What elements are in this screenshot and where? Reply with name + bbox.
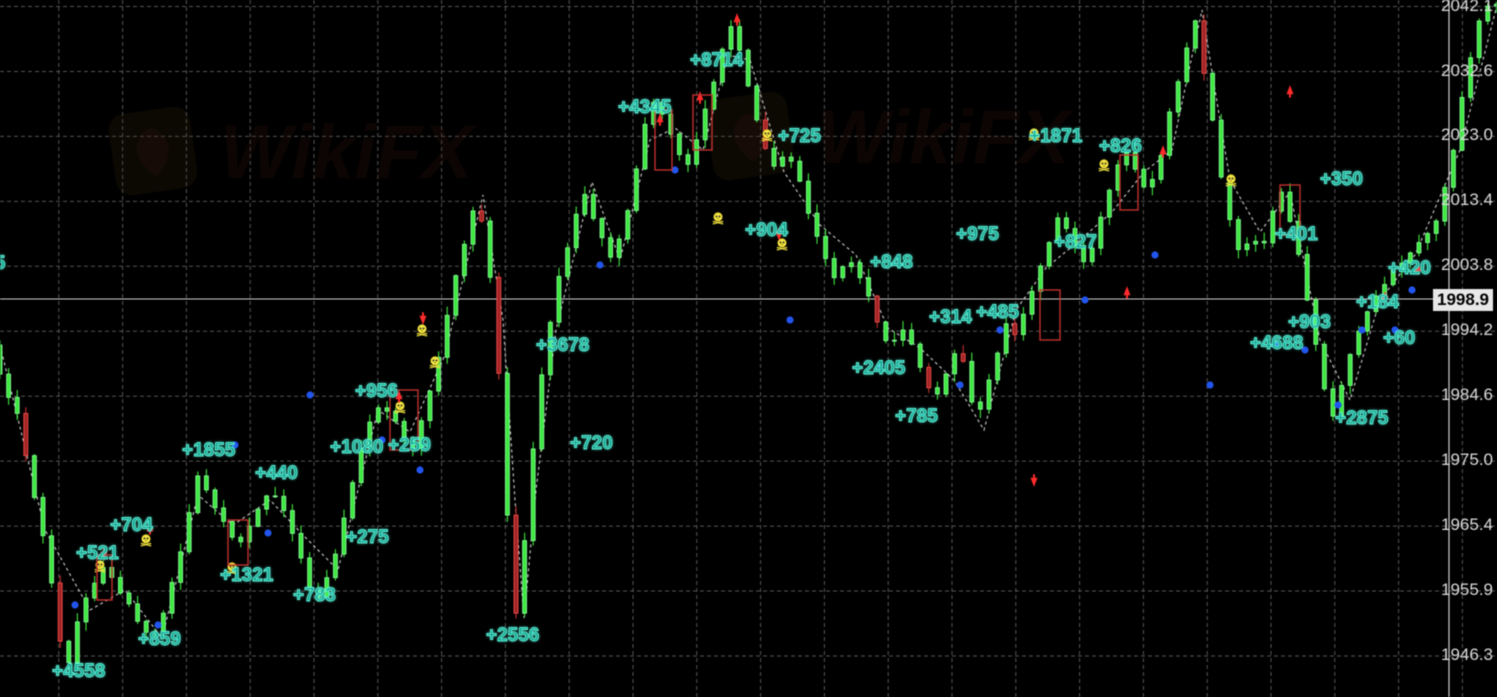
svg-text:WikiFX: WikiFX — [220, 110, 477, 195]
